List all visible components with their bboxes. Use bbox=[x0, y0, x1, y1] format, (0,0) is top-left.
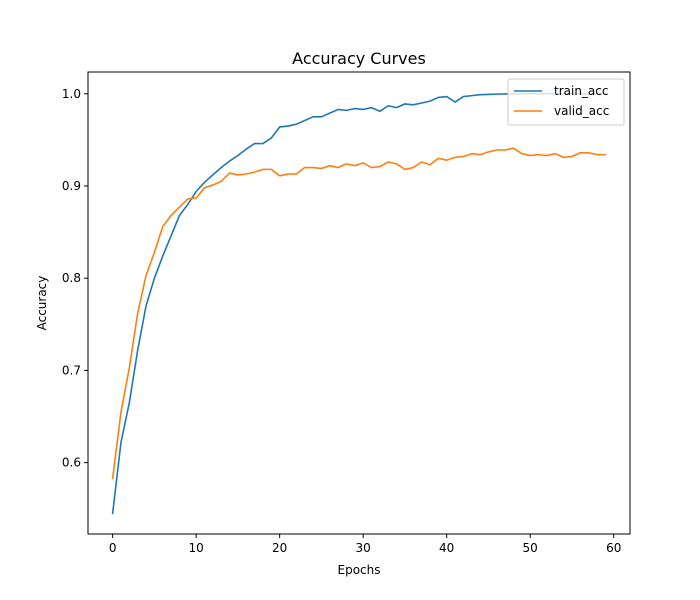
plot-frame bbox=[87, 71, 631, 535]
x-tick-label: 0 bbox=[109, 541, 117, 555]
series-line-valid-acc bbox=[111, 147, 607, 480]
y-tick-label: 1.0 bbox=[62, 87, 81, 101]
y-tick-label: 0.7 bbox=[62, 363, 81, 377]
x-tick-label: 10 bbox=[189, 541, 204, 555]
y-tick-label: 0.8 bbox=[62, 271, 81, 285]
x-tick-label: 60 bbox=[606, 541, 621, 555]
legend-label: train_acc bbox=[554, 84, 608, 98]
legend: train_acc valid_acc bbox=[507, 78, 625, 126]
x-axis-title: Epochs bbox=[338, 563, 381, 577]
x-tick-label: 30 bbox=[356, 541, 371, 555]
series-layer bbox=[111, 92, 607, 515]
y-axis: 0.6 0.7 0.8 0.9 1.0 bbox=[62, 87, 88, 470]
series-line-train-acc bbox=[111, 92, 607, 515]
x-tick-label: 50 bbox=[523, 541, 538, 555]
x-axis: 0 10 20 30 40 50 60 bbox=[109, 534, 621, 555]
x-tick-label: 40 bbox=[439, 541, 454, 555]
legend-label: valid_acc bbox=[554, 104, 609, 118]
y-tick-label: 0.6 bbox=[62, 456, 81, 470]
y-tick-label: 0.9 bbox=[62, 179, 81, 193]
y-axis-title: Accuracy bbox=[35, 276, 49, 331]
chart-title: Accuracy Curves bbox=[292, 49, 426, 68]
x-tick-label: 20 bbox=[272, 541, 287, 555]
